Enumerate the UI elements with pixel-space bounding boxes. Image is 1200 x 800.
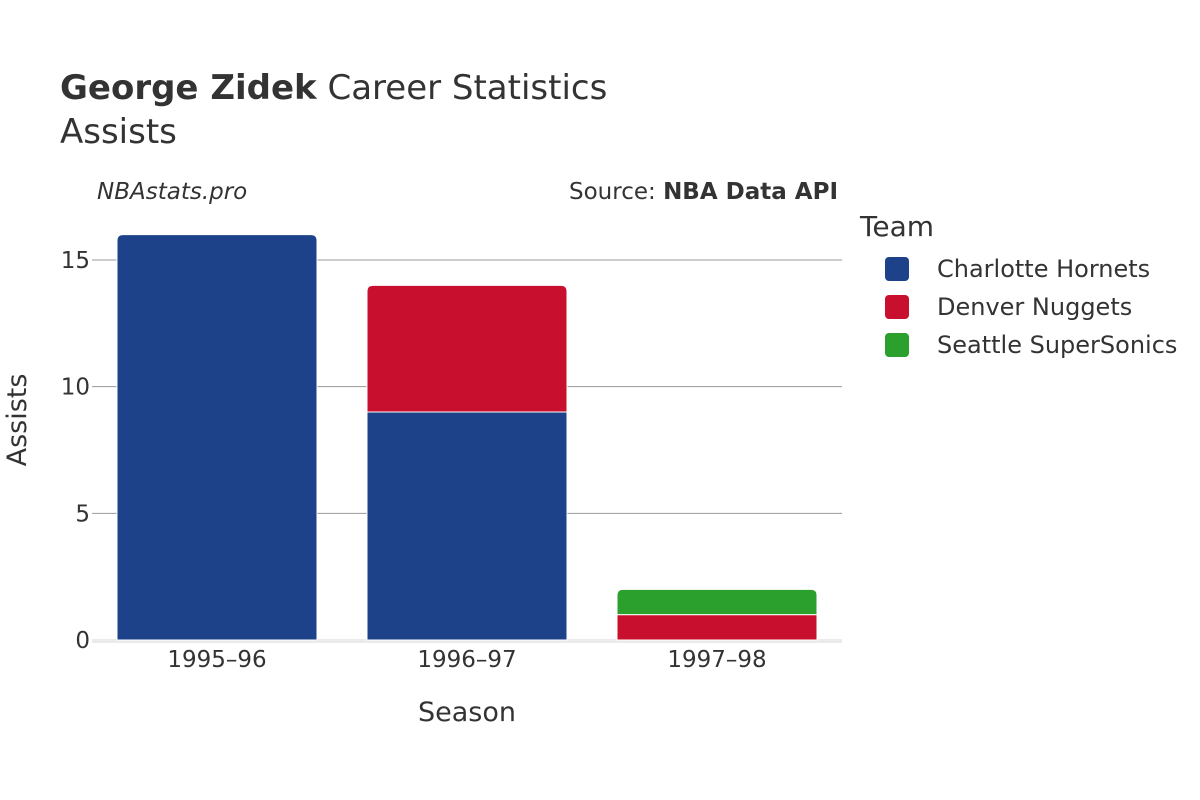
- source-name: NBA Data API: [663, 179, 838, 205]
- y-axis-label: Assists: [2, 374, 33, 467]
- x-tick-label: 1995–96: [167, 647, 266, 673]
- legend-label: Seattle SuperSonics: [937, 331, 1178, 359]
- y-tick-label: 15: [61, 248, 90, 274]
- title-suffix: Career Statistics: [327, 68, 608, 108]
- bar-segment[interactable]: [616, 614, 818, 641]
- source-credit: Source: NBA Data API: [569, 178, 838, 206]
- bars: [116, 234, 818, 641]
- legend-swatch: [885, 257, 909, 281]
- player-name: George Zidek: [60, 68, 317, 108]
- legend: Team Charlotte Hornets Denver Nuggets Se…: [860, 210, 1177, 364]
- legend-label: Charlotte Hornets: [937, 255, 1151, 283]
- y-tick-label: 5: [75, 501, 90, 527]
- legend-title: Team: [860, 210, 935, 243]
- bar-segment[interactable]: [366, 284, 568, 413]
- bar-segment[interactable]: [116, 234, 318, 641]
- legend-item-charlotte-hornets[interactable]: Charlotte Hornets: [860, 250, 1177, 288]
- source-prefix: Source:: [569, 179, 664, 205]
- y-axis-ticks: 0 5 10 15: [61, 248, 90, 654]
- x-axis-label: Season: [418, 697, 516, 728]
- bar-segment[interactable]: [366, 411, 568, 641]
- legend-swatch: [885, 295, 909, 319]
- x-axis-ticks: 1995–96 1996–97 1997–98: [167, 647, 766, 673]
- y-tick-label: 10: [61, 375, 90, 401]
- legend-item-seattle-supersonics[interactable]: Seattle SuperSonics: [860, 326, 1177, 364]
- watermark: NBAstats.pro: [97, 179, 248, 205]
- y-tick-label: 0: [75, 628, 90, 654]
- x-tick-label: 1997–98: [667, 647, 766, 673]
- bar-segment[interactable]: [616, 588, 818, 616]
- x-tick-label: 1996–97: [417, 647, 516, 673]
- chart-subtitle: Assists: [60, 112, 177, 152]
- legend-item-denver-nuggets[interactable]: Denver Nuggets: [860, 288, 1177, 326]
- legend-swatch: [885, 333, 909, 357]
- chart-title: George Zidek Career Statistics: [60, 68, 607, 108]
- legend-label: Denver Nuggets: [937, 293, 1133, 321]
